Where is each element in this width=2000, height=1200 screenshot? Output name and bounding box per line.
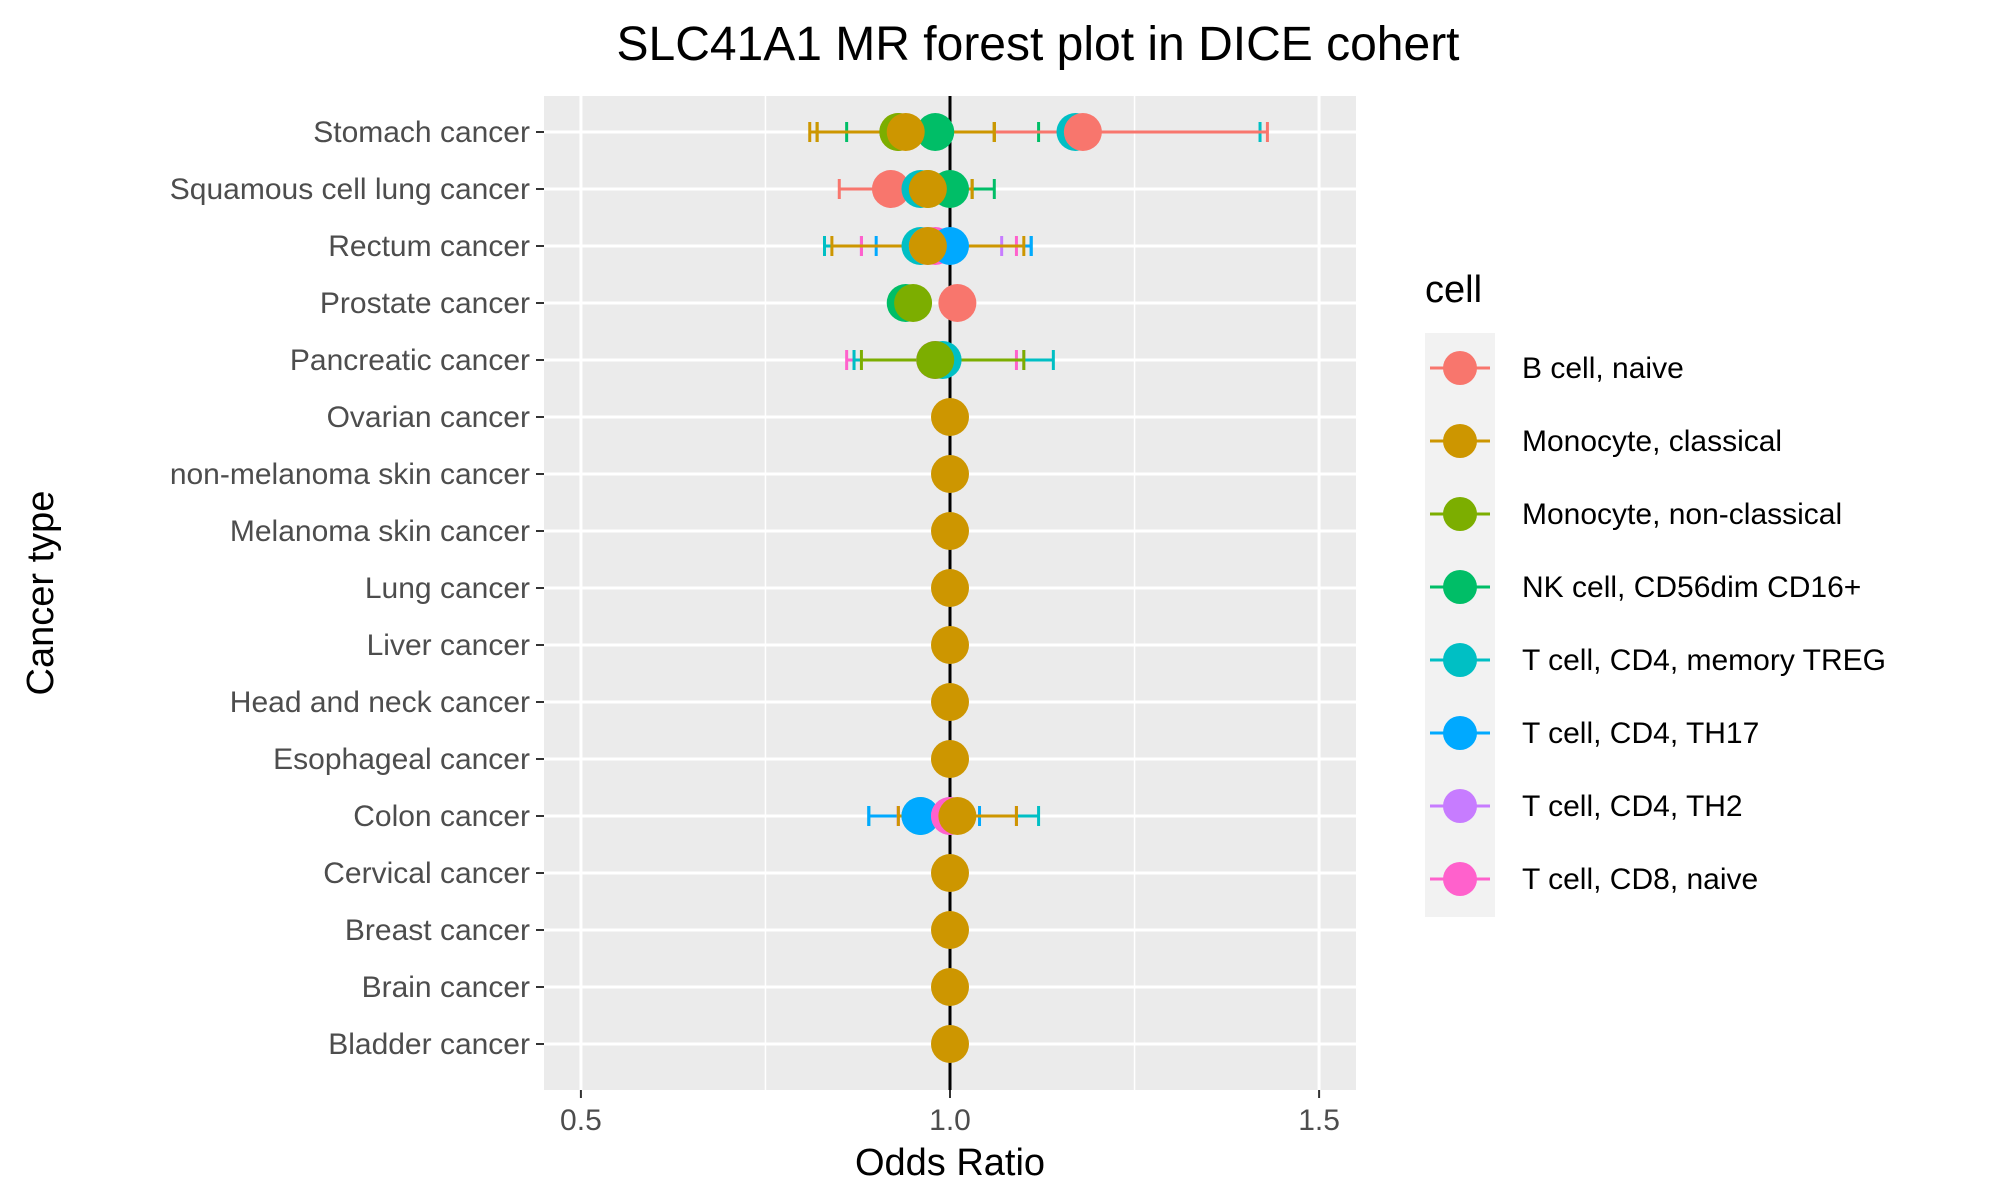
data-points bbox=[871, 113, 1102, 1063]
data-point bbox=[886, 113, 925, 151]
y-tick-label: Rectum cancer bbox=[328, 230, 530, 263]
data-point bbox=[901, 797, 940, 835]
y-tick-label: Cervical cancer bbox=[323, 857, 530, 890]
x-tick-label: 1.5 bbox=[1298, 1104, 1340, 1137]
x-tick-label: 0.5 bbox=[560, 1104, 602, 1137]
y-tick-label: Head and neck cancer bbox=[230, 686, 530, 719]
y-axis-title: Cancer type bbox=[20, 491, 62, 696]
legend-label: Monocyte, non-classical bbox=[1522, 498, 1842, 531]
data-point bbox=[931, 683, 969, 721]
legend-key-point bbox=[1443, 424, 1477, 458]
legend-title: cell bbox=[1425, 269, 1482, 311]
legend-label: B cell, naive bbox=[1522, 352, 1684, 385]
legend: cell B cell, naive Monocyte, classical Mon… bbox=[1425, 269, 1886, 917]
y-tick-label: Ovarian cancer bbox=[327, 401, 530, 434]
legend-key-point bbox=[1443, 789, 1477, 823]
chart-title: SLC41A1 MR forest plot in DICE cohert bbox=[616, 18, 1459, 71]
data-point bbox=[871, 170, 910, 208]
data-point bbox=[916, 341, 955, 379]
y-tick-label: Stomach cancer bbox=[313, 116, 530, 149]
legend-background bbox=[1425, 333, 1495, 917]
legend-key-point bbox=[1443, 570, 1477, 604]
legend-label: NK cell, CD56dim CD16+ bbox=[1522, 571, 1861, 604]
y-tick-label: Melanoma skin cancer bbox=[230, 515, 530, 548]
legend-label: T cell, CD8, naive bbox=[1522, 863, 1758, 896]
data-point bbox=[938, 284, 977, 322]
data-point bbox=[931, 626, 969, 664]
y-tick-label: Bladder cancer bbox=[328, 1028, 530, 1061]
y-axis: Stomach cancer Squamous cell lung cancer R… bbox=[170, 116, 544, 1061]
x-tick-label: 1.0 bbox=[929, 1104, 971, 1137]
legend-key-point bbox=[1443, 497, 1477, 531]
y-tick-label: Liver cancer bbox=[367, 629, 530, 662]
x-axis: 0.5 1.0 1.5 bbox=[560, 1090, 1340, 1137]
data-point bbox=[1063, 113, 1102, 151]
legend-label: T cell, CD4, memory TREG bbox=[1522, 644, 1886, 677]
y-tick-label: Breast cancer bbox=[345, 914, 530, 947]
data-point bbox=[916, 113, 955, 151]
legend-label: T cell, CD4, TH2 bbox=[1522, 790, 1743, 823]
data-point bbox=[908, 227, 947, 265]
data-point bbox=[931, 455, 969, 493]
legend-key-point bbox=[1443, 716, 1477, 750]
legend-label: Monocyte, classical bbox=[1522, 425, 1782, 458]
legend-key-point bbox=[1443, 351, 1477, 385]
data-point bbox=[931, 911, 969, 949]
y-tick-label: Brain cancer bbox=[362, 971, 530, 1004]
data-point bbox=[931, 398, 969, 436]
data-point bbox=[938, 797, 977, 835]
data-point bbox=[931, 740, 969, 778]
data-point bbox=[931, 512, 969, 550]
data-point bbox=[931, 1025, 969, 1063]
legend-key-point bbox=[1443, 862, 1477, 896]
data-point bbox=[894, 284, 933, 322]
y-tick-label: Squamous cell lung cancer bbox=[170, 173, 530, 206]
data-point bbox=[908, 170, 947, 208]
data-point bbox=[931, 569, 969, 607]
data-point bbox=[931, 854, 969, 892]
y-tick-label: Prostate cancer bbox=[320, 287, 530, 320]
data-point bbox=[931, 968, 969, 1006]
y-tick-label: Esophageal cancer bbox=[273, 743, 530, 776]
legend-key-point bbox=[1443, 643, 1477, 677]
y-tick-label: non-melanoma skin cancer bbox=[170, 458, 530, 491]
y-tick-label: Lung cancer bbox=[365, 572, 530, 605]
y-tick-label: Pancreatic cancer bbox=[290, 344, 530, 377]
legend-label: T cell, CD4, TH17 bbox=[1522, 717, 1759, 750]
y-tick-label: Colon cancer bbox=[353, 800, 530, 833]
x-axis-title: Odds Ratio bbox=[855, 1142, 1045, 1184]
